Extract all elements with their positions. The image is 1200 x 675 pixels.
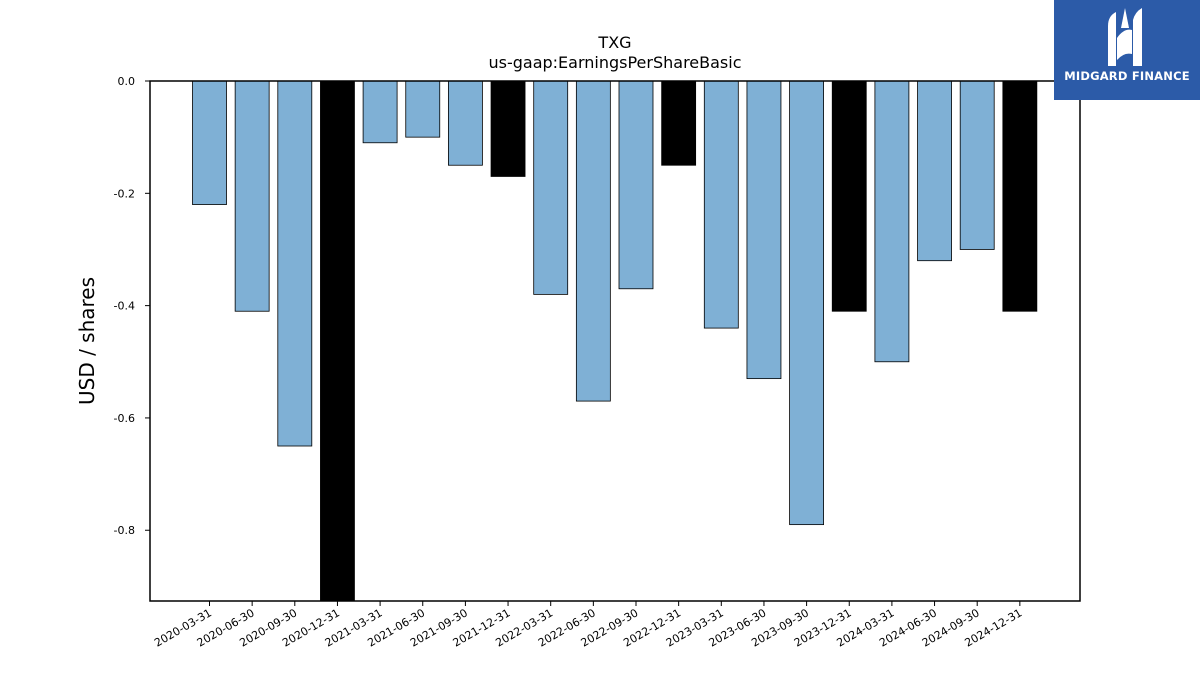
bar-2021-12-31 <box>490 80 526 177</box>
bar-2021-09-30 <box>447 80 483 166</box>
plot-frame <box>149 80 1081 602</box>
bar-2021-06-30 <box>405 80 441 138</box>
bar-2024-03-31 <box>874 80 910 363</box>
bar-2020-09-30 <box>277 80 313 447</box>
bar-2022-03-31 <box>533 80 569 295</box>
y-tick-label: -0.4 <box>114 300 135 313</box>
x-ticks-group: 2020-03-312020-06-302020-09-302020-12-31… <box>152 601 1024 650</box>
y-tick-label: -0.6 <box>114 412 135 425</box>
bars-group <box>192 80 1038 602</box>
bar-2020-03-31 <box>192 80 227 205</box>
bar-2023-03-31 <box>703 80 739 329</box>
brand-logo: MIDGARD FINANCE <box>1054 0 1200 100</box>
bar-2021-03-31 <box>362 80 398 144</box>
y-ticks-group: 0.0 -0.2 -0.4 -0.6 -0.8 <box>114 75 150 537</box>
bar-2022-06-30 <box>575 80 611 402</box>
y-tick-label: -0.2 <box>114 187 135 200</box>
bar-2022-09-30 <box>618 80 654 290</box>
bar-2020-12-31 <box>320 80 355 602</box>
bar-2024-06-30 <box>917 80 952 262</box>
bar-2023-06-30 <box>746 80 782 380</box>
bar-2022-12-31 <box>661 80 697 166</box>
chart-title: TXG <box>597 33 631 52</box>
bar-2023-12-31 <box>831 80 867 312</box>
bar-2020-06-30 <box>234 80 270 312</box>
brand-name: MIDGARD FINANCE <box>1064 69 1190 83</box>
y-axis-label: USD / shares <box>75 277 99 405</box>
bar-2023-09-30 <box>789 80 824 526</box>
bar-2024-09-30 <box>959 80 995 250</box>
y-tick-label: 0.0 <box>118 75 136 88</box>
midgard-logo-icon <box>1108 8 1142 66</box>
y-tick-label: -0.8 <box>114 524 135 537</box>
bar-2024-12-31 <box>1002 80 1038 312</box>
chart-subtitle: us-gaap:EarningsPerShareBasic <box>488 53 741 72</box>
